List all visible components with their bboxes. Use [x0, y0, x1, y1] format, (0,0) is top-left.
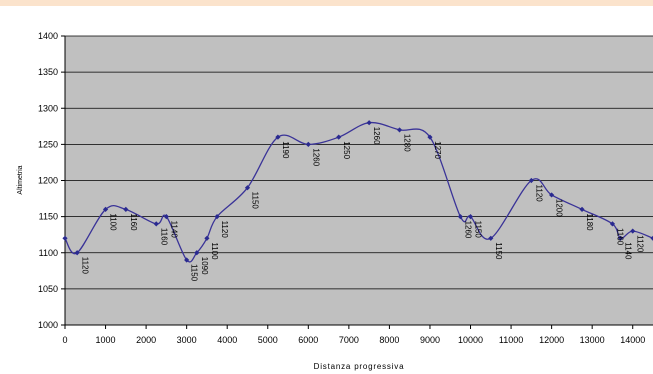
x-tick-label: 10000 [458, 335, 483, 345]
data-label: 1120 [80, 257, 89, 275]
x-tick-label: 3000 [177, 335, 197, 345]
y-tick-label: 1150 [39, 212, 58, 222]
data-label: 1160 [615, 228, 624, 246]
y-tick-label: 1400 [38, 31, 58, 41]
data-label: 1270 [433, 141, 442, 159]
data-label: 1100 [109, 213, 118, 231]
data-label: 1140 [624, 242, 633, 260]
data-label: 1150 [250, 192, 259, 210]
x-tick-label: 11000 [499, 335, 523, 345]
data-label: 1150 [494, 242, 503, 260]
x-tick-label: 8000 [379, 335, 399, 345]
x-tick-label: 9000 [420, 335, 440, 345]
x-tick-label: 12000 [539, 335, 564, 345]
data-label: 1140 [169, 221, 178, 239]
y-tick-label: 1000 [38, 320, 58, 330]
data-label: 1160 [159, 228, 168, 246]
data-label: 1150 [473, 221, 482, 239]
data-label: 1100 [210, 242, 219, 260]
data-label: 1260 [311, 148, 320, 166]
y-tick-label: 1300 [38, 103, 58, 113]
x-tick-label: 7000 [339, 335, 359, 345]
data-label: 1120 [534, 185, 543, 203]
y-tick-label: 1350 [38, 67, 58, 77]
y-tick-label: 1250 [38, 139, 58, 149]
y-tick-labels: 1000 1050 1100 1150 1200 1250 1300 1350 1400 [38, 31, 65, 330]
y-tick-label: 1200 [38, 176, 58, 186]
data-label: 1120 [636, 235, 645, 253]
data-label: 1260 [372, 127, 381, 145]
x-tick-labels: 0 1000 2000 3000 4000 5000 6000 7000 8000 9000 100… [62, 325, 645, 345]
y-axis-title: Altimetria [17, 165, 24, 194]
data-label: 1250 [342, 141, 351, 159]
data-label: 1090 [200, 257, 209, 275]
x-tick-label: 5000 [258, 335, 278, 345]
y-tick-label: 1050 [38, 284, 58, 294]
data-label: 1160 [129, 213, 138, 231]
x-tick-label: 6000 [298, 335, 318, 345]
y-tick-label: 1100 [39, 248, 58, 258]
x-axis-title: Distanza progressiva [314, 362, 405, 371]
x-tick-label: 2000 [136, 335, 156, 345]
data-label: 1120 [220, 221, 229, 239]
x-tick-label: 4000 [217, 335, 237, 345]
data-label: 1180 [585, 213, 594, 231]
data-label: 1190 [281, 141, 290, 159]
x-tick-label: 14000 [620, 335, 645, 345]
x-tick-label: 1000 [96, 335, 116, 345]
data-label: 1150 [190, 264, 199, 282]
data-label: 1200 [555, 199, 564, 217]
x-tick-label: 13000 [580, 335, 605, 345]
x-tick-label: 0 [62, 335, 67, 345]
data-label: 1260 [463, 221, 472, 239]
data-label: 1280 [403, 134, 412, 152]
